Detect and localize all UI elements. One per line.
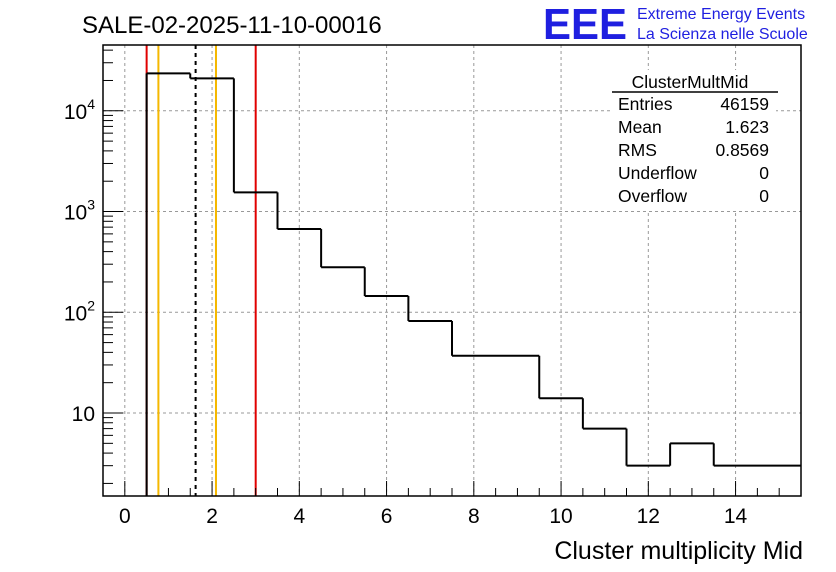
stats-row-value: 1.623 <box>725 117 769 137</box>
y-tick-label: 104 <box>64 96 95 124</box>
x-tick-label: 12 <box>637 505 660 528</box>
x-tick-label: 4 <box>293 505 305 528</box>
eee-logo: EEE Extreme Energy Events La Scienza nel… <box>543 0 808 49</box>
stats-row-label: RMS <box>618 140 657 160</box>
stats-row-value: 0 <box>759 163 769 183</box>
eee-logo-mark: EEE <box>543 0 627 49</box>
y-tick-label: 102 <box>64 297 95 325</box>
histogram-bars <box>145 72 801 496</box>
x-axis: 0 2 4 6 8 10 12 14 <box>119 481 780 528</box>
grid-lines <box>103 45 801 496</box>
stats-box-rows: Entries 46159 Mean 1.623 RMS 0.8569 Underflow 0… <box>618 94 769 206</box>
x-tick-label: 0 <box>119 505 131 528</box>
x-tick-label: 6 <box>381 505 393 528</box>
stats-row-value: 0.8569 <box>715 140 769 160</box>
stats-row-value: 46159 <box>720 94 769 114</box>
stats-row-label: Entries <box>618 94 673 114</box>
x-tick-label: 14 <box>724 505 748 528</box>
stats-row-value: 0 <box>759 186 769 206</box>
eee-logo-line2: La Scienza nelle Scuole <box>637 26 808 43</box>
stats-row-label: Underflow <box>618 163 697 183</box>
x-tick-label: 10 <box>549 505 572 528</box>
eee-logo-line1: Extreme Energy Events <box>637 6 805 23</box>
x-axis-title: Cluster multiplicity Mid <box>554 537 803 565</box>
stats-box-background <box>612 70 776 210</box>
stats-row-label: Mean <box>618 117 662 137</box>
stats-box-title: ClusterMultMid <box>632 72 749 92</box>
x-tick-label: 2 <box>206 505 218 528</box>
y-axis: 10 102 103 104 <box>64 49 123 484</box>
marker-lines <box>145 45 257 496</box>
y-tick-label: 10 <box>72 403 95 426</box>
chart-title: SALE-02-2025-11-10-00016 <box>82 12 382 39</box>
x-tick-label: 8 <box>468 505 480 528</box>
stats-box: ClusterMultMid Entries 46159 Mean 1.623 RMS 0… <box>612 70 778 210</box>
stats-row-label: Overflow <box>618 186 687 206</box>
y-tick-label: 103 <box>64 197 95 225</box>
